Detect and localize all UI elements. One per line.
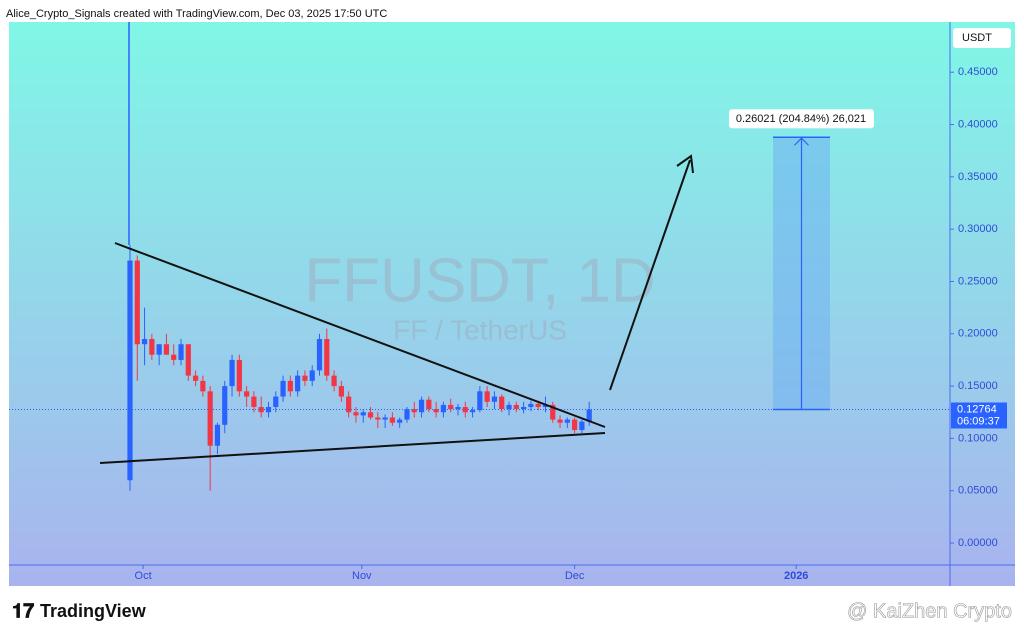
candle-body (273, 396, 279, 408)
candle-body (134, 260, 140, 345)
candle-body (499, 396, 505, 410)
candle-body (389, 417, 395, 423)
candle-body (411, 409, 417, 413)
watermark-symbol: FFUSDT, 1D (304, 246, 655, 315)
candle-body (171, 354, 177, 360)
marks (9, 136, 950, 491)
candle-body (200, 380, 206, 392)
y-tick-label: 0.20000 (958, 328, 998, 340)
candle-body (149, 339, 155, 355)
candle-body (244, 391, 250, 397)
logo-icon: 𝟏𝟕 (12, 600, 34, 622)
candle-body (192, 375, 199, 381)
candle-body (127, 260, 133, 481)
candle-body (367, 412, 374, 418)
candle-body (295, 375, 301, 392)
candle-body (178, 344, 184, 360)
y-tick-label: 0.35000 (958, 171, 998, 183)
trendline-lower (99, 432, 606, 464)
y-tick-label: 0.40000 (958, 118, 998, 130)
candle-body (477, 391, 483, 411)
candle-body (156, 344, 162, 355)
candle-body (280, 380, 286, 397)
measure-arrow-head (794, 137, 809, 146)
candle-body (469, 410, 476, 413)
candle-body (214, 424, 221, 446)
candle-body (506, 404, 512, 410)
candle-body (397, 419, 403, 423)
watermark-name: FF / TetherUS (393, 314, 567, 345)
candle-body (141, 339, 148, 345)
candle-body (448, 404, 454, 410)
measure-label: 0.26021 (204.84%) 26,021 (736, 113, 866, 125)
candle-body (433, 409, 439, 413)
x-tick-label: 2026 (784, 570, 808, 582)
y-tick-label: 0.25000 (958, 275, 998, 287)
x-tick-label: Nov (352, 570, 372, 582)
candle-body (520, 407, 527, 410)
candle-body (375, 417, 381, 420)
candle-body (418, 399, 425, 413)
candle-body (346, 396, 352, 413)
y-tick-label: 0.30000 (958, 223, 998, 235)
candle-body (324, 339, 330, 376)
candle-body (353, 412, 359, 416)
arrow-head (676, 154, 694, 174)
y-tick-label: 0.05000 (958, 485, 998, 497)
y-tick-label: 0.10000 (958, 432, 998, 444)
candle-body (316, 339, 323, 371)
candle-body (251, 396, 257, 408)
candle-body (564, 419, 570, 423)
arrow-line (609, 159, 691, 391)
candle-body (222, 386, 228, 425)
x-tick-label: Oct (135, 570, 152, 582)
candle-body (287, 380, 293, 392)
candle-body (236, 359, 242, 392)
currency-badge (953, 28, 1011, 48)
header: Alice_Crypto_Signals created with Tradin… (6, 8, 387, 20)
logo: TradingView (40, 601, 147, 621)
x-tick-label: Dec (565, 570, 585, 582)
currency: USDT (962, 32, 992, 44)
candle-body (586, 409, 592, 422)
candle-body (360, 412, 366, 416)
candle-body (484, 391, 490, 402)
candle-body (528, 403, 534, 408)
candle-body (426, 399, 432, 410)
candle-body (557, 419, 563, 423)
candle-body (185, 344, 191, 376)
candle-body (535, 403, 541, 408)
candle-body (163, 344, 170, 355)
candle-body (265, 407, 272, 413)
watermark: @ KaiZhen Crypto (847, 600, 1012, 622)
candle-body (455, 407, 461, 410)
y-tick-label: 0.45000 (958, 66, 998, 78)
candle-body (382, 417, 388, 420)
candle-body (302, 375, 308, 381)
candle-body (542, 404, 549, 408)
candle-body (491, 396, 498, 402)
trendline-upper (114, 242, 606, 428)
measure-label-bg (729, 109, 874, 129)
candle-body (338, 386, 344, 397)
candle-body (550, 404, 556, 420)
candle-body (331, 375, 337, 387)
candle-body (579, 421, 585, 431)
y-tick-label: 0.15000 (958, 380, 998, 392)
candle-body (513, 404, 519, 410)
countdown: 06:09:37 (957, 415, 1000, 427)
y-tick-label: 0.00000 (958, 537, 998, 549)
candle-body (229, 359, 235, 387)
candle-body (404, 409, 410, 420)
candle-body (572, 419, 578, 431)
candle-body (309, 370, 315, 381)
last-price-badge (951, 402, 1007, 429)
last-price-label: 0.12764 (957, 403, 997, 415)
candle-body (207, 391, 213, 446)
candle-body (440, 404, 447, 413)
